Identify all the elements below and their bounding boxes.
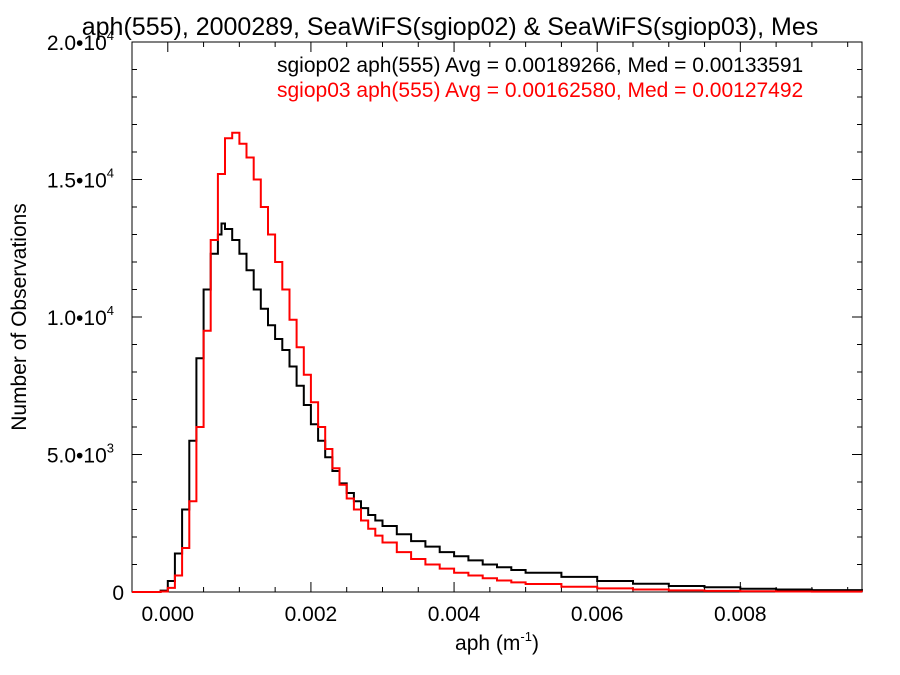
x-axis-label-text: aph (m bbox=[455, 632, 520, 655]
axis-ticks bbox=[131, 41, 862, 593]
x-tick-label: 0.002 bbox=[285, 603, 338, 626]
x-tick-label: 0.006 bbox=[571, 603, 624, 626]
y-tick-mantissa: 2.0•10 bbox=[47, 32, 107, 55]
series-layer bbox=[132, 131, 863, 593]
x-tick-label: 0.004 bbox=[428, 603, 481, 626]
y-tick-mantissa: 5.0•10 bbox=[47, 445, 107, 468]
x-axis-label-suffix: ) bbox=[532, 632, 539, 655]
x-axis-label: aph (m-1) bbox=[455, 629, 539, 655]
y-tick-exponent: 4 bbox=[107, 28, 114, 43]
series-line-sgiop03 bbox=[132, 131, 863, 593]
y-tick-exponent: 3 bbox=[107, 441, 114, 456]
y-axis-label: Number of Observations bbox=[8, 203, 31, 431]
series-line-sgiop02 bbox=[132, 222, 863, 593]
x-axis-label-exponent: -1 bbox=[520, 629, 532, 644]
y-tick-label: 1.5•104 bbox=[47, 166, 114, 193]
plot-frame bbox=[131, 41, 863, 593]
y-tick-label: 2.0•104 bbox=[47, 28, 114, 55]
y-tick-mantissa: 1.0•10 bbox=[47, 307, 107, 330]
legend-entry-sgiop02: sgiop02 aph(555) Avg = 0.00189266, Med =… bbox=[277, 54, 803, 77]
y-tick-mantissa: 1.5•10 bbox=[47, 170, 107, 193]
y-tick-label: 1.0•104 bbox=[47, 303, 114, 330]
x-tick-label: 0.000 bbox=[142, 603, 195, 626]
y-tick-exponent: 4 bbox=[107, 303, 114, 318]
y-tick-label: 0 bbox=[112, 582, 124, 605]
y-tick-label: 5.0•103 bbox=[47, 441, 114, 468]
chart-title: aph(555), 2000289, SeaWiFS(sgiop02) & Se… bbox=[82, 13, 818, 41]
y-tick-mantissa: 0 bbox=[112, 582, 124, 605]
x-tick-label: 0.008 bbox=[714, 603, 767, 626]
y-tick-exponent: 4 bbox=[107, 166, 114, 181]
x-tick-labels: 0.000 0.002 0.004 0.006 0.008 bbox=[142, 603, 767, 626]
legend-entry-sgiop03: sgiop03 aph(555) Avg = 0.00162580, Med =… bbox=[277, 79, 803, 102]
